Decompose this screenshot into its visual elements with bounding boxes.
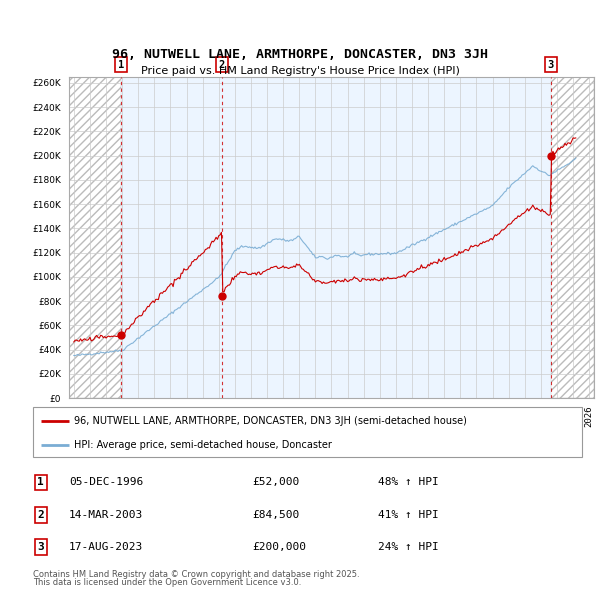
Text: Price paid vs. HM Land Registry's House Price Index (HPI): Price paid vs. HM Land Registry's House … — [140, 65, 460, 76]
FancyBboxPatch shape — [33, 407, 582, 457]
Text: 96, NUTWELL LANE, ARMTHORPE, DONCASTER, DN3 3JH (semi-detached house): 96, NUTWELL LANE, ARMTHORPE, DONCASTER, … — [74, 416, 467, 426]
Text: This data is licensed under the Open Government Licence v3.0.: This data is licensed under the Open Gov… — [33, 578, 301, 587]
Bar — [69, 77, 121, 398]
Bar — [121, 77, 551, 398]
Text: 24% ↑ HPI: 24% ↑ HPI — [378, 542, 439, 552]
Text: 96, NUTWELL LANE, ARMTHORPE, DONCASTER, DN3 3JH: 96, NUTWELL LANE, ARMTHORPE, DONCASTER, … — [112, 48, 488, 61]
Bar — [551, 77, 594, 398]
Text: 3: 3 — [548, 60, 554, 70]
Text: 48% ↑ HPI: 48% ↑ HPI — [378, 477, 439, 487]
Bar — [551, 77, 594, 398]
Text: 2: 2 — [219, 60, 225, 70]
Text: 41% ↑ HPI: 41% ↑ HPI — [378, 510, 439, 520]
Text: 3: 3 — [37, 542, 44, 552]
Text: 17-AUG-2023: 17-AUG-2023 — [69, 542, 143, 552]
Text: 05-DEC-1996: 05-DEC-1996 — [69, 477, 143, 487]
Text: £52,000: £52,000 — [252, 477, 299, 487]
Text: 1: 1 — [118, 60, 124, 70]
Text: £84,500: £84,500 — [252, 510, 299, 520]
Text: £200,000: £200,000 — [252, 542, 306, 552]
Text: 2: 2 — [37, 510, 44, 520]
Text: Contains HM Land Registry data © Crown copyright and database right 2025.: Contains HM Land Registry data © Crown c… — [33, 570, 359, 579]
Text: HPI: Average price, semi-detached house, Doncaster: HPI: Average price, semi-detached house,… — [74, 440, 332, 450]
Text: 14-MAR-2003: 14-MAR-2003 — [69, 510, 143, 520]
Text: 1: 1 — [37, 477, 44, 487]
Bar — [69, 77, 121, 398]
